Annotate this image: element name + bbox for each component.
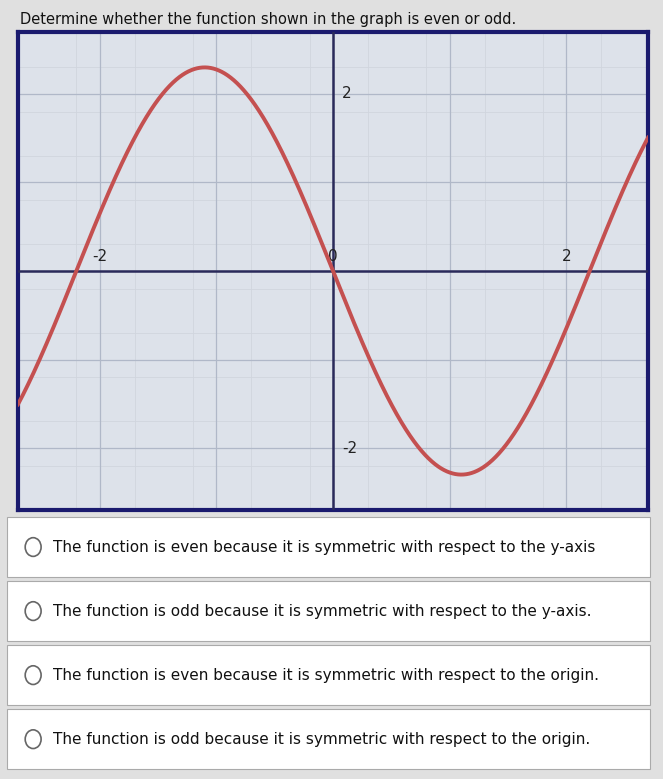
Text: The function is even because it is symmetric with respect to the y-axis: The function is even because it is symme… — [53, 540, 595, 555]
Text: 2: 2 — [562, 249, 571, 264]
Text: 2: 2 — [342, 86, 352, 101]
Text: 0: 0 — [328, 249, 338, 264]
Text: The function is even because it is symmetric with respect to the origin.: The function is even because it is symme… — [53, 668, 599, 682]
Text: The function is odd because it is symmetric with respect to the y-axis.: The function is odd because it is symmet… — [53, 604, 591, 619]
Text: Determine whether the function shown in the graph is even or odd.: Determine whether the function shown in … — [20, 12, 516, 26]
Text: -2: -2 — [342, 441, 357, 456]
Text: The function is odd because it is symmetric with respect to the origin.: The function is odd because it is symmet… — [53, 731, 590, 747]
Text: -2: -2 — [92, 249, 107, 264]
